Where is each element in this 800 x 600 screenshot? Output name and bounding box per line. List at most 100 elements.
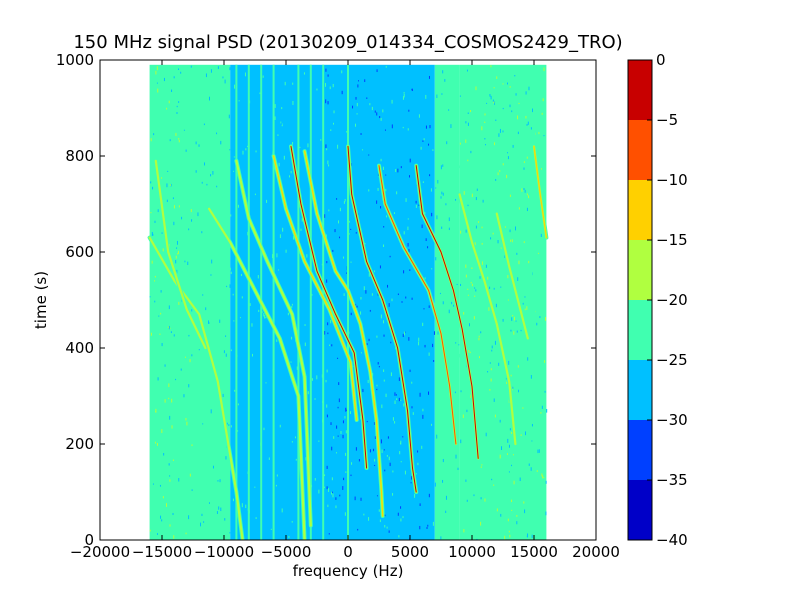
heatmap-noise-cell [390, 341, 392, 344]
heatmap-noise-cell [397, 168, 399, 173]
heatmap-noise-cell [412, 412, 414, 415]
heatmap-noise-cell [452, 366, 454, 369]
heatmap-noise-cell [308, 348, 310, 352]
heatmap-noise-cell [487, 371, 489, 373]
x-tick-label: 20000 [572, 543, 620, 561]
heatmap-noise-cell [463, 191, 465, 195]
heatmap-noise-cell [450, 124, 452, 129]
heatmap-noise-cell [157, 377, 159, 381]
heatmap-noise-cell [541, 473, 543, 477]
heatmap-noise-cell [226, 158, 228, 162]
heatmap-noise-cell [164, 399, 166, 403]
heatmap-noise-cell [408, 248, 410, 253]
heatmap-noise-cell [411, 88, 413, 92]
heatmap-noise-cell [430, 188, 432, 192]
heatmap-noise-cell [371, 293, 373, 296]
heatmap-noise-cell [513, 331, 515, 335]
heatmap-noise-cell [519, 477, 521, 482]
heatmap-noise-cell [493, 87, 495, 89]
heatmap-noise-cell [254, 486, 256, 488]
heatmap-noise-cell [290, 525, 292, 528]
heatmap-noise-cell [275, 484, 277, 487]
heatmap-noise-cell [172, 197, 174, 200]
heatmap-noise-cell [436, 94, 438, 99]
heatmap-noise-cell [208, 119, 210, 123]
heatmap-noise-cell [466, 409, 468, 413]
heatmap-noise-cell [320, 358, 322, 362]
heatmap-noise-cell [285, 511, 287, 516]
y-tick-label: 600 [65, 243, 94, 261]
heatmap-noise-cell [350, 228, 352, 230]
heatmap-noise-cell [232, 226, 234, 229]
heatmap-noise-cell [293, 236, 295, 240]
heatmap-noise-cell [467, 288, 469, 290]
heatmap-noise-cell [305, 238, 307, 243]
heatmap-noise-cell [466, 499, 468, 502]
heatmap-noise-cell [326, 486, 328, 490]
heatmap-noise-cell [153, 133, 155, 136]
heatmap-noise-cell [229, 267, 231, 271]
heatmap-noise-cell [157, 88, 159, 93]
colorbar-segment [628, 480, 652, 540]
heatmap-noise-cell [504, 535, 506, 540]
heatmap-noise-cell [438, 312, 440, 314]
heatmap-noise-cell [502, 163, 504, 166]
heatmap-noise-cell [494, 340, 496, 345]
heatmap-noise-cell [366, 421, 368, 423]
heatmap-noise-cell [191, 219, 193, 222]
heatmap-noise-cell [530, 375, 532, 379]
heatmap-noise-cell [247, 145, 249, 148]
heatmap-noise-cell [345, 407, 347, 412]
heatmap-noise-cell [456, 206, 458, 208]
heatmap-noise-cell [200, 522, 202, 527]
heatmap-noise-cell [418, 337, 420, 342]
heatmap-noise-cell [220, 298, 222, 303]
colorbar-segment [628, 60, 652, 120]
heatmap-layer [147, 64, 549, 540]
heatmap-noise-cell [202, 423, 204, 425]
heatmap-noise-cell [424, 277, 426, 280]
heatmap-noise-cell [319, 466, 321, 469]
heatmap-noise-cell [244, 476, 246, 479]
heatmap-noise-cell [435, 257, 437, 261]
heatmap-noise-cell [360, 133, 362, 135]
heatmap-noise-cell [216, 132, 218, 135]
heatmap-noise-cell [170, 331, 172, 334]
y-tick-label: 1000 [56, 51, 94, 69]
heatmap-noise-cell [203, 86, 205, 90]
heatmap-noise-cell [259, 92, 261, 95]
heatmap-noise-cell [159, 333, 161, 335]
heatmap-noise-cell [436, 215, 438, 220]
heatmap-noise-cell [513, 480, 515, 485]
heatmap-noise-cell [237, 116, 239, 119]
heatmap-noise-cell [469, 351, 471, 354]
heatmap-noise-cell [523, 161, 525, 163]
heatmap-noise-cell [440, 165, 442, 170]
heatmap-noise-cell [326, 148, 328, 151]
heatmap-noise-cell [277, 427, 279, 430]
heatmap-noise-cell [175, 260, 177, 264]
plot-area [147, 64, 549, 540]
heatmap-noise-cell [355, 232, 357, 234]
heatmap-noise-cell [258, 309, 260, 313]
heatmap-noise-cell [499, 170, 501, 172]
heatmap-noise-cell [383, 379, 385, 382]
heatmap-noise-cell [324, 214, 326, 218]
heatmap-noise-cell [456, 519, 458, 522]
heatmap-noise-cell [365, 290, 367, 294]
heatmap-noise-cell [237, 430, 239, 432]
heatmap-noise-cell [362, 149, 364, 151]
heatmap-noise-cell [296, 272, 298, 274]
heatmap-noise-cell [364, 243, 366, 245]
heatmap-noise-cell [433, 331, 435, 335]
heatmap-noise-cell [528, 195, 530, 199]
heatmap-noise-cell [415, 473, 417, 475]
heatmap-noise-cell [531, 423, 533, 427]
heatmap-noise-cell [311, 378, 313, 381]
heatmap-noise-cell [276, 474, 278, 477]
heatmap-noise-cell [394, 421, 396, 424]
heatmap-noise-cell [517, 115, 519, 120]
heatmap-noise-cell [402, 436, 404, 438]
heatmap-noise-cell [156, 533, 158, 535]
heatmap-noise-cell [287, 341, 289, 346]
